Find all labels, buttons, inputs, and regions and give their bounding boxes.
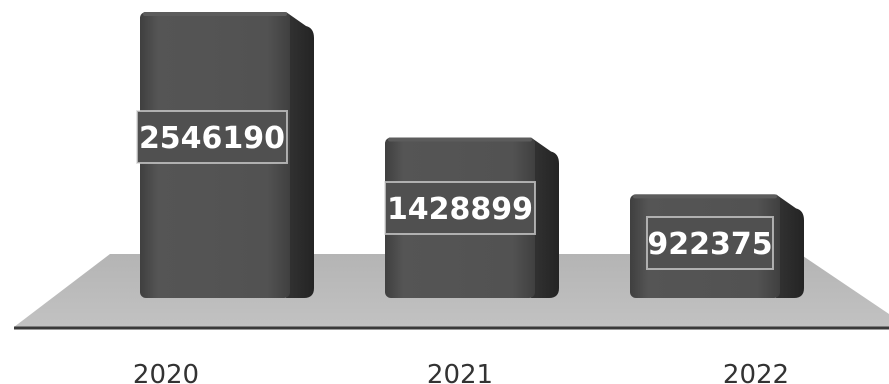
data-labels-group: 2546190 1428899 922375 bbox=[136, 110, 774, 270]
data-label-box bbox=[136, 110, 288, 164]
x-axis-tick-labels: 2020 2021 2022 bbox=[133, 360, 789, 384]
data-label-text: 2546190 bbox=[139, 121, 285, 156]
x-tick-label-2022: 2022 bbox=[723, 360, 789, 384]
x-tick-label-2021: 2021 bbox=[427, 360, 493, 384]
bar-top-highlight bbox=[633, 194, 777, 199]
x-tick-label-2020: 2020 bbox=[133, 360, 199, 384]
data-label-text: 922375 bbox=[647, 227, 772, 262]
bar-top-highlight bbox=[388, 137, 532, 142]
bar-side-face bbox=[776, 194, 804, 298]
bar-side-face bbox=[531, 137, 559, 298]
data-label-2022: 922375 bbox=[646, 216, 774, 270]
bar-top-highlight bbox=[143, 12, 287, 16]
data-label-2020: 2546190 bbox=[136, 110, 288, 164]
bar-side-face bbox=[286, 12, 314, 298]
data-label-box bbox=[384, 181, 536, 235]
data-label-text: 1428899 bbox=[387, 192, 533, 227]
data-label-2021: 1428899 bbox=[384, 181, 536, 235]
data-label-box bbox=[646, 216, 774, 270]
